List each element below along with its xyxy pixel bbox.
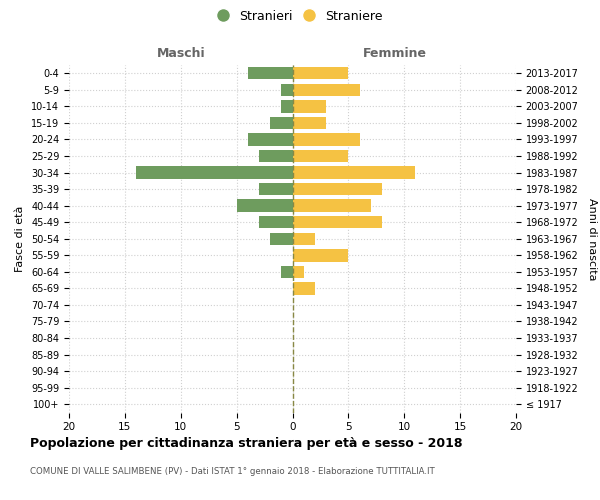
Y-axis label: Anni di nascita: Anni di nascita: [587, 198, 597, 280]
Bar: [293, 183, 382, 196]
Bar: [293, 100, 326, 112]
Bar: [248, 67, 293, 80]
Bar: [281, 266, 293, 278]
Bar: [281, 100, 293, 112]
Bar: [136, 166, 293, 179]
Text: COMUNE DI VALLE SALIMBENE (PV) - Dati ISTAT 1° gennaio 2018 - Elaborazione TUTTI: COMUNE DI VALLE SALIMBENE (PV) - Dati IS…: [30, 468, 435, 476]
Bar: [281, 84, 293, 96]
Text: Maschi: Maschi: [157, 47, 205, 60]
Bar: [293, 249, 349, 262]
Bar: [293, 282, 315, 294]
Bar: [293, 216, 382, 228]
Bar: [293, 150, 349, 162]
Bar: [293, 134, 359, 145]
Bar: [259, 216, 293, 228]
Bar: [293, 116, 326, 129]
Bar: [259, 150, 293, 162]
Text: Popolazione per cittadinanza straniera per età e sesso - 2018: Popolazione per cittadinanza straniera p…: [30, 438, 463, 450]
Bar: [236, 200, 293, 212]
Legend: Stranieri, Straniere: Stranieri, Straniere: [213, 6, 387, 26]
Bar: [293, 166, 415, 179]
Text: Femmine: Femmine: [364, 47, 427, 60]
Bar: [293, 266, 304, 278]
Bar: [293, 232, 315, 245]
Bar: [270, 116, 293, 129]
Bar: [270, 232, 293, 245]
Y-axis label: Fasce di età: Fasce di età: [16, 206, 25, 272]
Bar: [293, 84, 359, 96]
Bar: [293, 200, 371, 212]
Bar: [248, 134, 293, 145]
Bar: [293, 67, 349, 80]
Bar: [259, 183, 293, 196]
